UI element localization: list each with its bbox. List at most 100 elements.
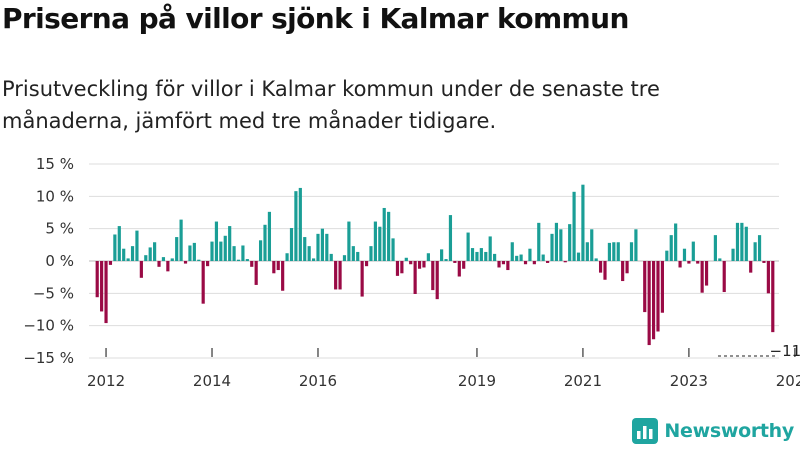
bar — [426, 253, 430, 261]
bar — [378, 226, 382, 261]
bar — [126, 258, 130, 261]
bar — [488, 236, 492, 261]
bar — [656, 261, 660, 332]
bar — [258, 240, 263, 261]
bar — [696, 261, 700, 264]
bar — [594, 258, 598, 261]
y-tick-label: 0 % — [45, 252, 74, 270]
bar — [718, 258, 722, 261]
bar — [757, 235, 762, 261]
bar — [360, 261, 364, 297]
bar — [108, 261, 113, 265]
bar — [523, 261, 528, 265]
bar — [541, 254, 545, 261]
bar — [263, 224, 267, 261]
bar — [404, 257, 408, 261]
bar — [241, 245, 245, 261]
bar — [470, 248, 475, 261]
bar — [448, 215, 453, 261]
bar — [598, 261, 603, 273]
bar — [117, 226, 121, 261]
bar — [744, 226, 748, 261]
newsworthy-logo: Newsworthy — [632, 418, 794, 444]
bar — [722, 261, 726, 293]
bar — [364, 261, 369, 267]
bar — [713, 235, 717, 261]
bar — [289, 228, 294, 261]
annotation: −11 % — [718, 342, 800, 360]
bar — [457, 261, 461, 277]
bar — [735, 222, 740, 261]
bar — [616, 242, 620, 261]
bar — [417, 261, 422, 269]
bar — [678, 261, 682, 268]
bar — [382, 207, 386, 261]
bar — [519, 254, 523, 261]
bar — [435, 261, 439, 300]
chart-subtitle: Prisutveckling för villor i Kalmar kommu… — [2, 77, 660, 133]
bar — [550, 233, 554, 261]
bar — [634, 229, 638, 261]
y-tick-label: −15 % — [23, 349, 74, 367]
bar — [391, 238, 395, 261]
bar — [766, 261, 770, 294]
bar — [612, 242, 616, 261]
bar — [373, 221, 377, 261]
bar — [148, 247, 152, 261]
bar — [113, 234, 117, 261]
bar — [395, 261, 400, 276]
bar — [484, 251, 488, 261]
bar — [462, 261, 466, 269]
bar — [223, 235, 227, 261]
bar — [170, 258, 174, 261]
bar — [122, 248, 126, 261]
y-tick-label: −5 % — [33, 284, 74, 302]
bar — [161, 257, 166, 261]
bar — [347, 221, 351, 261]
bar — [153, 242, 157, 261]
bar — [298, 187, 302, 261]
bar — [621, 261, 625, 282]
bar — [506, 261, 510, 271]
bar — [294, 191, 298, 261]
bar-chart: 15 %10 %5 %0 %−5 %−10 %−15 % 2012 2014 201… — [23, 155, 800, 390]
bar — [607, 242, 612, 261]
y-tick-label: 10 % — [36, 187, 74, 205]
bar — [369, 246, 373, 261]
bar — [307, 246, 311, 261]
bar — [475, 251, 479, 261]
bar — [532, 261, 536, 265]
bar — [272, 261, 276, 274]
bar — [643, 261, 647, 313]
gridlines: 15 % 10 % 5 % 0 % −5 % −10 % −15 % — [23, 155, 779, 367]
bar — [581, 184, 585, 261]
bar — [342, 255, 347, 261]
logo-text: Newsworthy — [664, 420, 794, 442]
bar — [214, 221, 219, 261]
bar — [647, 261, 651, 346]
bar — [700, 261, 704, 293]
bar — [267, 211, 272, 261]
bar — [325, 233, 329, 261]
bar — [245, 259, 249, 261]
bar — [629, 242, 634, 261]
bar — [254, 261, 258, 285]
bar-chart-logo-icon — [632, 418, 659, 444]
bar — [431, 261, 435, 291]
bar — [568, 224, 572, 261]
y-tick-label: 5 % — [45, 220, 74, 238]
bar — [660, 261, 664, 313]
bar — [590, 229, 594, 261]
y-tick-label: −10 % — [23, 317, 74, 335]
x-tick-label: 2021 — [564, 372, 602, 390]
bar — [188, 245, 192, 261]
bar — [440, 249, 444, 261]
bar — [183, 261, 188, 264]
bar — [351, 246, 355, 261]
bar — [166, 261, 170, 272]
bar — [320, 228, 324, 261]
bar — [528, 248, 532, 261]
bar — [674, 223, 678, 261]
bar — [95, 261, 99, 298]
bar — [554, 222, 559, 261]
